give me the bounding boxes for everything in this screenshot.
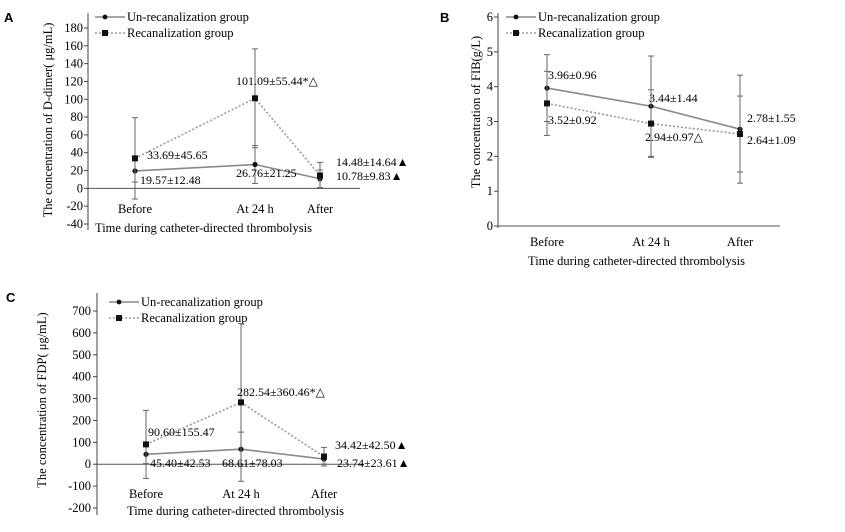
panel-a-data-point xyxy=(252,95,258,102)
panel-b-y-tick-label: 4 xyxy=(487,80,494,94)
panel-c-legend-label: Un-recanalization group xyxy=(141,295,263,309)
panel-c-data-label: 23.74±23.61▲ xyxy=(337,456,409,470)
panel-a-x-tick-label: After xyxy=(307,202,334,216)
panel-c-y-tick-label: 300 xyxy=(72,392,91,406)
panel-a-y-tick-label: 0 xyxy=(77,181,83,195)
panel-b-x-tick-label: After xyxy=(727,235,754,249)
panel-c-x-tick-label: After xyxy=(311,487,338,501)
panel-b-y-tick-label: 5 xyxy=(487,45,493,59)
panel-a-y-tick-label: 140 xyxy=(64,57,83,71)
panel-a-y-axis-title: The concentration of D-dimer( μg/mL) xyxy=(41,23,55,218)
panel-c-legend-label: Recanalization group xyxy=(141,311,248,325)
panel-c-letter: C xyxy=(6,290,16,305)
panel-b-x-axis-title: Time during catheter-directed thrombolys… xyxy=(528,254,745,268)
panel-a-data-label: 19.57±12.48 xyxy=(140,173,201,187)
panel-b-y-tick-label: 0 xyxy=(487,219,493,233)
panel-b-y-axis-title: The concentration of FIB(g/L) xyxy=(469,36,483,188)
panel-a-data-label: 14.48±14.64▲ xyxy=(336,155,408,169)
panel-a-y-tick-label: 120 xyxy=(64,74,83,88)
panel-b: B 0 1 2 3 4 5 6 Before At 24 h After Time during c… xyxy=(440,10,796,268)
panel-a-y-tick-label: 160 xyxy=(64,39,83,53)
panel-a-y-tick-label: 20 xyxy=(71,164,84,178)
panel-c-y-tick-label: 600 xyxy=(72,326,91,340)
panel-b-x-tick-label: At 24 h xyxy=(632,235,670,249)
panel-a-y-tick-label: 60 xyxy=(71,128,84,142)
panel-c-x-tick-label: At 24 h xyxy=(222,487,260,501)
panel-c-data-point xyxy=(238,399,244,406)
panel-a-data-point xyxy=(317,172,323,179)
panel-c-data-label: 282.54±360.46*△ xyxy=(237,385,326,399)
panel-c-y-tick-label: 200 xyxy=(72,413,91,427)
panel-b-y-tick-label: 2 xyxy=(487,149,493,163)
panel-a-x-axis-title: Time during catheter-directed thrombolys… xyxy=(95,221,312,235)
panel-b-data-label: 2.94±0.97△ xyxy=(645,130,704,144)
panel-a-x-tick-label: At 24 h xyxy=(236,202,274,216)
panel-b-data-point xyxy=(544,100,550,107)
panel-b-letter: B xyxy=(440,10,449,25)
panel-b-legend-label: Un-recanalization group xyxy=(538,10,660,24)
panel-a-legend-marker xyxy=(102,30,108,36)
panel-b-x-tick-label: Before xyxy=(530,235,564,249)
panel-a-data-label: 33.69±45.65 xyxy=(147,148,208,162)
panel-c-data-label: 45.40±42.53 xyxy=(150,456,211,470)
panel-c-y-axis-title: The concentration of FDP( μg/mL) xyxy=(35,312,49,487)
panel-a-legend-marker xyxy=(102,14,108,20)
panel-a-y-tick-label: 80 xyxy=(71,110,84,124)
panel-a-series-line xyxy=(134,97,321,176)
panel-b-legend-label: Recanalization group xyxy=(538,26,645,40)
panel-c-y-tick-label: 100 xyxy=(72,435,91,449)
panel-a-data-label: 101.09±55.44*△ xyxy=(236,74,319,88)
panel-a-y-tick-label: 100 xyxy=(64,92,83,106)
panel-c-y-tick-label: -200 xyxy=(68,501,91,515)
panel-a-y-tick-label: 180 xyxy=(64,21,83,35)
panel-c-legend-marker xyxy=(116,315,122,321)
panel-a-y-tick-label: -40 xyxy=(66,217,83,231)
panel-c-y-tick-label: -100 xyxy=(68,479,91,493)
panel-b-y-tick-label: 6 xyxy=(487,10,493,24)
panel-c-data-label: 90.60±155.47 xyxy=(148,425,215,439)
panel-a-data-label: 10.78±9.83▲ xyxy=(336,169,402,183)
panel-b-data-point xyxy=(737,131,743,138)
panel-c-y-tick-label: 0 xyxy=(85,457,91,471)
panel-a-y-tick-label: -20 xyxy=(66,199,83,213)
panel-c-x-axis-title: Time during catheter-directed thrombolys… xyxy=(127,504,344,518)
panel-a-data-point xyxy=(252,161,258,168)
panel-a: A -40 -20 0 20 40 60 80 100 120 140 160 180 Before At… xyxy=(4,10,408,235)
panel-b-data-label: 2.64±1.09 xyxy=(747,133,796,147)
panel-a-legend-label: Un-recanalization group xyxy=(127,10,249,24)
panel-a-data-point xyxy=(132,155,138,162)
panel-b-data-label: 3.44±1.44 xyxy=(649,91,698,105)
panel-c: C -200 -100 0 100 200 300 400 500 600 700 Before At… xyxy=(6,290,409,518)
panel-a-letter: A xyxy=(4,10,14,25)
panel-b-legend-marker xyxy=(513,14,519,20)
panel-c-data-point xyxy=(143,441,149,448)
panel-a-legend-label: Recanalization group xyxy=(127,26,234,40)
panel-b-y-tick-label: 3 xyxy=(487,115,493,129)
panel-c-y-tick-label: 700 xyxy=(72,304,91,318)
panel-c-y-tick-label: 400 xyxy=(72,370,91,384)
panel-a-data-label: 26.76±21.25 xyxy=(236,166,297,180)
panel-b-y-tick-label: 1 xyxy=(487,184,493,198)
panel-c-y-tick-label: 500 xyxy=(72,348,91,362)
panel-a-y-tick-label: 40 xyxy=(71,146,84,160)
panel-c-legend-marker xyxy=(116,299,122,305)
panel-c-x-tick-label: Before xyxy=(129,487,163,501)
panel-c-data-point xyxy=(321,453,327,460)
panel-b-data-label: 2.78±1.55 xyxy=(747,111,796,125)
panel-a-x-tick-label: Before xyxy=(118,202,152,216)
panel-b-data-label: 3.52±0.92 xyxy=(548,113,597,127)
panel-c-data-label: 68.61±78.03 xyxy=(222,456,283,470)
panel-b-data-point xyxy=(648,120,654,127)
panel-c-data-label: 34.42±42.50▲ xyxy=(335,438,407,452)
panel-b-data-label: 3.96±0.96 xyxy=(548,68,597,82)
panel-b-legend-marker xyxy=(513,30,519,36)
